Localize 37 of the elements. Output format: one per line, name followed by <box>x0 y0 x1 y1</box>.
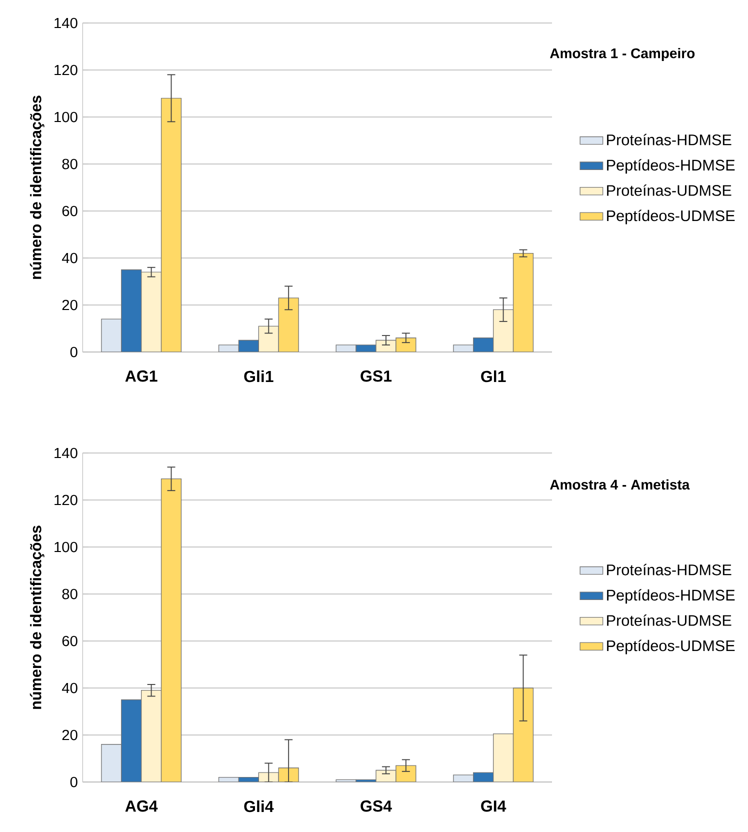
legend-label: Peptídeos-HDMSE <box>607 589 735 604</box>
y-tick-label: 40 <box>62 252 78 264</box>
legend-label: Peptídeos-HDMSE <box>607 159 735 174</box>
legend-label: Peptídeos-UDMSE <box>607 210 735 224</box>
legend-label: Proteínas-UDMSE <box>607 184 732 196</box>
y-tick-label: 80 <box>62 588 78 600</box>
bar <box>101 744 122 782</box>
x-tick-label: AG1 <box>125 370 158 382</box>
x-tick-label: GI4 <box>481 800 506 812</box>
y-tick-label: 140 <box>54 18 78 28</box>
x-tick-label: Gli4 <box>244 800 274 812</box>
y-tick-label: 80 <box>62 158 78 170</box>
y-tick-label: 40 <box>62 682 78 694</box>
y-tick-label: 100 <box>54 542 78 552</box>
text: Amostra 1 - Campeiro <box>550 48 695 61</box>
legend-label: Proteínas-HDMSE <box>607 564 732 576</box>
legend-label: Peptídeos-UDMSE <box>607 640 735 654</box>
x-tick-label: GS4 <box>360 800 392 812</box>
y-tick-label: 100 <box>54 112 78 122</box>
y-axis-title: número de identificações <box>30 96 44 279</box>
x-tick-label: Gli1 <box>244 370 274 382</box>
text: Amostra 4 - Ametista <box>550 479 690 490</box>
y-tick-label: 0 <box>70 776 78 788</box>
x-tick-label: AG4 <box>125 800 158 812</box>
y-tick-label: 20 <box>62 730 78 740</box>
y-tick-label: 120 <box>54 64 78 76</box>
y-tick-label: 140 <box>54 448 78 458</box>
x-tick-label: GS1 <box>360 370 392 382</box>
y-tick-label: 20 <box>62 300 78 310</box>
y-tick-label: 120 <box>54 494 78 506</box>
y-axis-title: número de identificações <box>30 526 44 709</box>
y-tick-label: 60 <box>62 206 78 216</box>
x-tick-label: Gl1 <box>481 370 506 382</box>
legend-label: Proteínas-UDMSE <box>607 614 732 626</box>
legend-label: Proteínas-HDMSE <box>607 134 732 146</box>
y-tick-label: 0 <box>70 346 78 358</box>
y-tick-label: 60 <box>62 636 78 646</box>
